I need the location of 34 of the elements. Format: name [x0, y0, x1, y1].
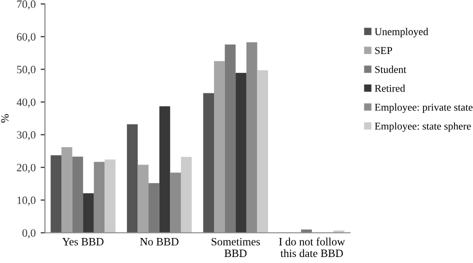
legend-label: SEP — [375, 47, 392, 54]
x-tick-label: I do not follow this date BBD — [279, 238, 346, 258]
bar — [214, 61, 225, 233]
bar — [104, 160, 116, 233]
y-tick-label: 60,0 — [16, 33, 36, 42]
y-tick-label: 20,0 — [16, 164, 36, 173]
legend-label: Employee: state sphere — [374, 122, 471, 132]
bar — [138, 164, 149, 233]
bar — [126, 124, 138, 233]
bar — [61, 147, 72, 233]
legend-label: Employee: private state — [374, 103, 473, 113]
legend-label: Student — [375, 66, 406, 73]
y-axis-title: % — [1, 114, 9, 123]
bar — [257, 70, 268, 233]
bar — [203, 93, 214, 233]
x-tick-label: Yes BBD — [62, 238, 104, 246]
y-tick-label: 50,0 — [17, 66, 36, 75]
bar — [224, 44, 236, 233]
bar — [159, 106, 170, 233]
y-tick-label: 40,0 — [16, 98, 36, 108]
bar — [83, 193, 94, 233]
y-tick-label: 30,0 — [16, 131, 36, 140]
bar — [50, 155, 62, 233]
bar — [236, 72, 246, 233]
x-tick-label: Sometimes BBD — [212, 238, 260, 257]
x-tick-label: No BBD — [140, 238, 178, 246]
bar — [148, 183, 160, 233]
bar — [180, 156, 192, 233]
bar — [72, 156, 84, 233]
legend-label: Unemployed — [374, 28, 428, 38]
legend-label: Retired — [374, 84, 406, 92]
y-tick-label: 70,0 — [17, 0, 36, 10]
y-tick-label: 0,0 — [22, 229, 36, 238]
y-tick-label: 10,0 — [17, 196, 36, 206]
